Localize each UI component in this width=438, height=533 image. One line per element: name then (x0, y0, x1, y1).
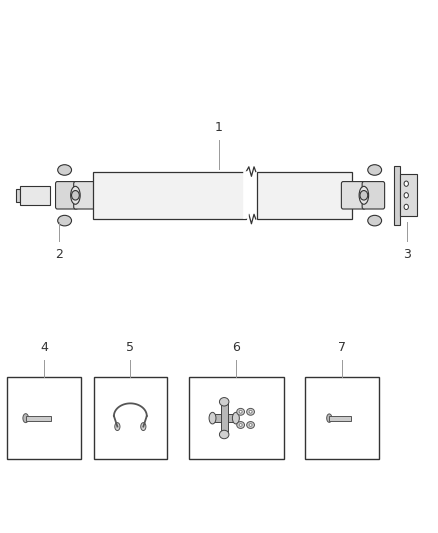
Bar (189, 377, 284, 459)
Text: 2: 2 (55, 248, 63, 261)
Ellipse shape (23, 414, 28, 423)
Bar (305, 377, 379, 459)
Ellipse shape (239, 424, 242, 426)
Ellipse shape (219, 430, 229, 439)
Circle shape (404, 204, 408, 209)
Ellipse shape (237, 422, 244, 429)
FancyBboxPatch shape (362, 182, 385, 209)
Ellipse shape (71, 187, 80, 204)
Text: 7: 7 (338, 341, 346, 354)
Text: 5: 5 (126, 341, 134, 354)
Bar (93, 172, 246, 219)
Text: 1: 1 (215, 120, 223, 134)
Circle shape (404, 192, 408, 198)
Bar (94, 377, 167, 459)
Ellipse shape (209, 413, 216, 424)
Bar (394, 166, 400, 225)
Text: 6: 6 (233, 341, 240, 354)
Circle shape (360, 191, 368, 200)
Ellipse shape (237, 408, 244, 415)
Ellipse shape (249, 410, 252, 413)
FancyBboxPatch shape (341, 182, 366, 209)
Circle shape (71, 191, 79, 200)
Ellipse shape (359, 187, 369, 204)
FancyBboxPatch shape (56, 182, 78, 209)
Ellipse shape (249, 424, 252, 426)
Ellipse shape (58, 215, 71, 226)
Bar (329, 416, 351, 421)
Ellipse shape (58, 165, 71, 175)
Bar (257, 172, 352, 219)
Bar (213, 414, 236, 422)
Ellipse shape (247, 422, 254, 429)
Ellipse shape (327, 414, 332, 422)
Bar (16, 189, 20, 201)
Ellipse shape (368, 165, 381, 175)
Ellipse shape (368, 215, 381, 226)
Bar (400, 174, 417, 216)
Ellipse shape (115, 423, 120, 431)
Ellipse shape (239, 410, 242, 413)
Ellipse shape (233, 413, 239, 424)
FancyBboxPatch shape (74, 182, 98, 209)
Ellipse shape (219, 398, 229, 406)
Bar (221, 402, 228, 434)
Ellipse shape (247, 408, 254, 415)
Text: 4: 4 (40, 341, 48, 354)
Text: 3: 3 (403, 248, 411, 261)
Bar (7, 377, 81, 459)
Ellipse shape (141, 423, 146, 431)
Circle shape (404, 181, 408, 187)
Bar (20, 186, 50, 205)
Bar (26, 416, 51, 421)
